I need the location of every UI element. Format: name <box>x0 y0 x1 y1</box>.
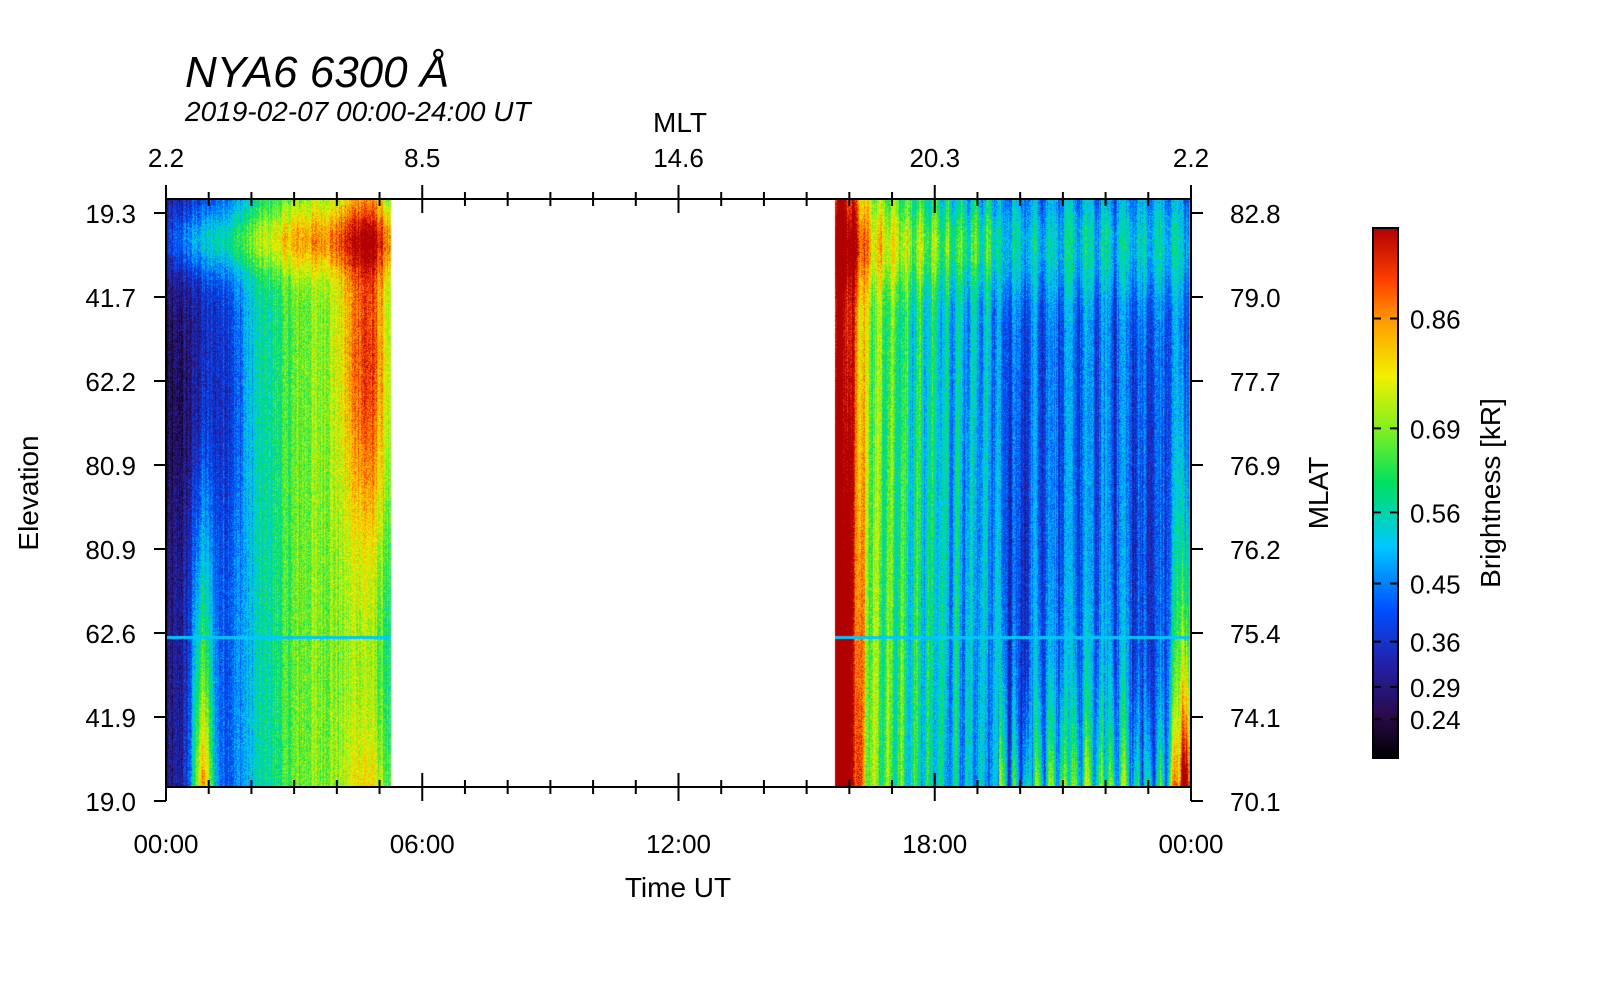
x-tick-label: 18:00 <box>902 829 967 859</box>
chart-subtitle: 2019-02-07 00:00-24:00 UT <box>185 96 531 127</box>
y-tick-right-label: 75.4 <box>1230 619 1281 649</box>
x-ticks-bottom: 00:00 06:00 12:00 18:00 00:00 <box>133 199 1224 859</box>
keogram-image <box>166 199 1191 787</box>
colorbar-tick-label: 0.56 <box>1410 498 1461 528</box>
y-ticks-right: 82.8 79.0 77.7 76.9 76.2 75.4 74.1 70.1 <box>1191 199 1281 817</box>
y-tick-left-label: 80.9 <box>85 451 136 481</box>
colorbar <box>1372 227 1399 759</box>
y-tick-right-label: 77.7 <box>1230 367 1281 397</box>
colorbar-ticks: 0.86 0.69 0.56 0.45 0.36 0.290.24 <box>1373 304 1461 735</box>
y-tick-left-label: 19.3 <box>85 199 136 229</box>
y-axis-right-label: MLAT <box>1303 457 1334 530</box>
x-tick-top-label: 2.2 <box>1173 143 1209 173</box>
colorbar-tick-label: 0.29 <box>1410 673 1461 703</box>
y-tick-right-label: 79.0 <box>1230 283 1281 313</box>
y-tick-right-label: 76.9 <box>1230 451 1281 481</box>
y-tick-left-label: 41.9 <box>85 703 136 733</box>
y-tick-right-label: 70.1 <box>1230 787 1281 817</box>
x-tick-top-label: 20.3 <box>909 143 960 173</box>
chart-title: NYA6 6300 Å <box>185 48 450 97</box>
y-tick-right-label: 82.8 <box>1230 199 1281 229</box>
y-axis-label: Elevation <box>13 435 44 550</box>
x-ticks-top: 2.2 8.5 14.6 20.3 2.2 <box>148 143 1209 199</box>
x-tick-top-label: 8.5 <box>404 143 440 173</box>
x-tick-label: 12:00 <box>646 829 711 859</box>
y-tick-left-label: 80.9 <box>85 535 136 565</box>
colorbar-tick-label: 0.86 <box>1410 304 1461 334</box>
colorbar-tick-label: 0.24 <box>1410 705 1461 735</box>
colorbar-tick-label: 0.69 <box>1410 414 1461 444</box>
colorbar-label: Brightness [kR] <box>1475 398 1506 588</box>
y-tick-left-label: 19.0 <box>85 787 136 817</box>
x-axis-top-label: MLT <box>653 107 707 138</box>
x-axis-label: Time UT <box>625 872 731 903</box>
colorbar-tick-label: 0.45 <box>1410 569 1461 599</box>
x-tick-label: 00:00 <box>1158 829 1223 859</box>
y-tick-right-label: 74.1 <box>1230 703 1281 733</box>
y-tick-right-label: 76.2 <box>1230 535 1281 565</box>
x-tick-top-label: 2.2 <box>148 143 184 173</box>
y-tick-left-label: 41.7 <box>85 283 136 313</box>
x-tick-label: 06:00 <box>390 829 455 859</box>
x-tick-label: 00:00 <box>133 829 198 859</box>
y-tick-left-label: 62.2 <box>85 367 136 397</box>
y-ticks-left: 19.3 41.7 62.2 80.9 80.9 62.6 41.9 19.0 <box>85 199 166 817</box>
colorbar-tick-label: 0.36 <box>1410 628 1461 658</box>
y-tick-left-label: 62.6 <box>85 619 136 649</box>
x-tick-top-label: 14.6 <box>653 143 704 173</box>
